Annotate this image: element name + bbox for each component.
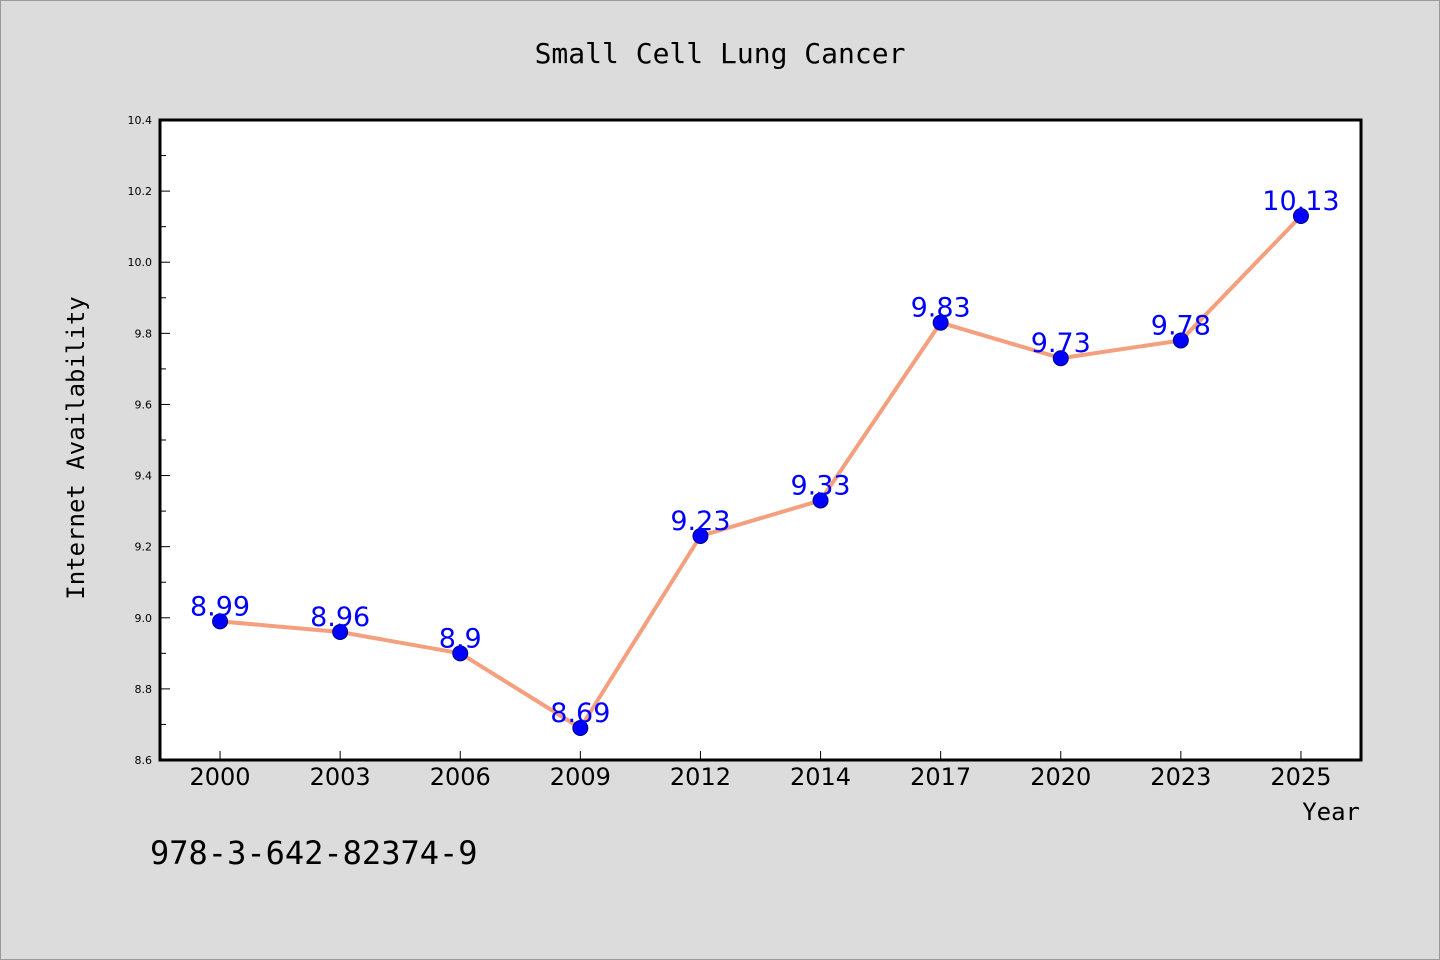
data-point	[1052, 350, 1069, 367]
data-point	[212, 613, 229, 630]
data-point	[932, 314, 949, 331]
x-tick-label: 2025	[1270, 763, 1331, 791]
data-point	[332, 624, 349, 640]
data-labels: 8.99 8.96 8.9 8.69 9.23 9.33 9.83 9.73 9.78 10.13	[190, 186, 1340, 729]
data-label: 9.78	[1151, 310, 1211, 341]
x-axis-label: Year	[1302, 798, 1360, 826]
data-label: 8.69	[550, 698, 610, 729]
x-tick-label: 2003	[310, 763, 371, 791]
x-tick-label: 2009	[550, 763, 611, 791]
y-tick-label: 8.6	[135, 754, 153, 767]
x-tick-label: 2006	[430, 763, 491, 791]
x-tick-label: 2012	[670, 763, 731, 791]
series-layer	[212, 208, 1309, 736]
y-tick-label: 10.2	[128, 185, 153, 198]
y-tick-label: 9.4	[135, 470, 153, 483]
y-tick-label: 9.6	[135, 398, 153, 411]
chart-title: Small Cell Lung Cancer	[535, 37, 906, 70]
data-point	[452, 645, 469, 662]
data-label: 8.99	[190, 591, 250, 622]
data-label: 9.73	[1031, 328, 1091, 359]
x-axis: 2000 2003 2006 2009 2012 2014 2017 2020 2023 2025	[190, 751, 1331, 791]
data-point	[692, 528, 709, 544]
isbn-footnote: 978-3-642-82374-9	[150, 834, 478, 872]
y-tick-label: 9.8	[135, 327, 153, 340]
x-tick-label: 2023	[1150, 763, 1211, 791]
series-line	[218, 214, 1303, 730]
y-tick-label: 9.2	[135, 541, 153, 554]
data-label: 9.33	[790, 470, 850, 501]
data-point	[812, 492, 829, 509]
x-tick-label: 2000	[190, 763, 251, 791]
data-label: 10.13	[1262, 186, 1339, 217]
x-tick-label: 2017	[910, 763, 971, 791]
data-point	[1292, 208, 1309, 224]
y-tick-label: 10.4	[128, 114, 153, 127]
plot-area	[160, 120, 1361, 760]
plot-frame	[158, 118, 1363, 762]
y-tick-label: 10.0	[128, 256, 153, 269]
data-label: 8.9	[439, 623, 482, 654]
y-axis: 8.6 8.8 9.0 9.2 9.4 9.6 9.8 10.0 10.2 10.4	[128, 114, 170, 767]
data-label: 9.23	[670, 506, 730, 537]
data-label: 9.83	[911, 293, 971, 324]
data-point	[572, 720, 589, 736]
data-label: 8.96	[310, 602, 370, 633]
y-axis-label: Internet Availability	[62, 296, 90, 599]
x-tick-label: 2014	[790, 763, 851, 791]
y-tick-label: 9.0	[135, 612, 153, 625]
data-point	[1172, 332, 1189, 349]
y-tick-label: 8.8	[135, 683, 153, 696]
x-tick-label: 2020	[1030, 763, 1091, 791]
